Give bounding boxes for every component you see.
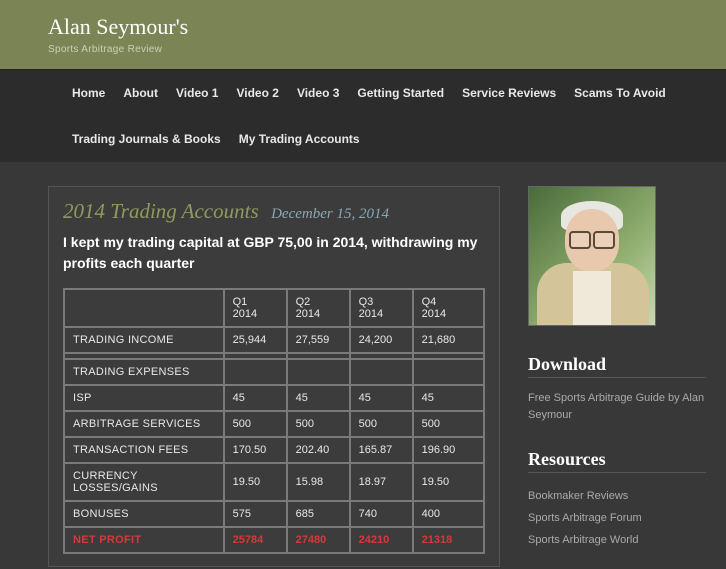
nav-link[interactable]: Home <box>72 86 105 100</box>
site-banner: Alan Seymour's Sports Arbitrage Review <box>0 0 726 70</box>
avatar <box>528 186 656 326</box>
table-cell: 24210 <box>350 527 413 553</box>
resource-link[interactable]: Bookmaker Reviews <box>528 485 706 507</box>
nav-link[interactable]: My Trading Accounts <box>239 132 360 146</box>
table-cell: 400 <box>413 501 484 527</box>
sidebar: Download Free Sports Arbitrage Guide by … <box>528 186 706 567</box>
table-cell: 196.90 <box>413 437 484 463</box>
table-cell: 21318 <box>413 527 484 553</box>
col-header: Q12014 <box>224 289 287 327</box>
resources-heading: Resources <box>528 449 706 473</box>
nav-link[interactable]: Video 2 <box>236 86 278 100</box>
table-cell: 500 <box>287 411 350 437</box>
table-cell: 21,680 <box>413 327 484 353</box>
nav-link[interactable]: Getting Started <box>357 86 444 100</box>
table-cell: 685 <box>287 501 350 527</box>
row-label: NET PROFIT <box>64 527 224 553</box>
table-cell <box>413 359 484 385</box>
table-cell: 19.50 <box>224 463 287 501</box>
table-cell: 25784 <box>224 527 287 553</box>
nav-link[interactable]: Trading Journals & Books <box>72 132 221 146</box>
row-label: BONUSES <box>64 501 224 527</box>
table-cell: 202.40 <box>287 437 350 463</box>
table-cell: 165.87 <box>350 437 413 463</box>
nav-link[interactable]: Scams To Avoid <box>574 86 666 100</box>
table-cell: 45 <box>413 385 484 411</box>
main-nav: Home About Video 1 Video 2 Video 3 Getting St… <box>0 70 726 162</box>
row-label: ISP <box>64 385 224 411</box>
col-header: Q32014 <box>350 289 413 327</box>
row-label: TRADING EXPENSES <box>64 359 224 385</box>
table-cell: 500 <box>350 411 413 437</box>
table-cell <box>224 359 287 385</box>
table-cell: 500 <box>413 411 484 437</box>
nav-list: Home About Video 1 Video 2 Video 3 Getting St… <box>72 70 726 162</box>
table-cell: 15.98 <box>287 463 350 501</box>
table-cell: 170.50 <box>224 437 287 463</box>
row-label: TRADING INCOME <box>64 327 224 353</box>
main-content: 2014 Trading Accounts December 15, 2014 … <box>48 186 500 567</box>
table-cell: 27480 <box>287 527 350 553</box>
table-cell: 45 <box>287 385 350 411</box>
row-label: TRANSACTION FEES <box>64 437 224 463</box>
nav-link[interactable]: Video 3 <box>297 86 339 100</box>
download-text[interactable]: Free Sports Arbitrage Guide by Alan Seym… <box>528 390 706 423</box>
table-cell: 45 <box>350 385 413 411</box>
download-heading: Download <box>528 354 706 378</box>
nav-link[interactable]: Video 1 <box>176 86 218 100</box>
post-intro: I kept my trading capital at GBP 75,00 i… <box>63 232 485 274</box>
row-label: CURRENCY LOSSES/GAINS <box>64 463 224 501</box>
nav-link[interactable]: Service Reviews <box>462 86 556 100</box>
resources-list: Bookmaker ReviewsSports Arbitrage ForumS… <box>528 485 706 551</box>
table-cell <box>350 359 413 385</box>
table-cell: 45 <box>224 385 287 411</box>
nav-link[interactable]: About <box>123 86 158 100</box>
accounts-table: Q12014Q22014Q32014Q42014TRADING INCOME25… <box>63 288 485 554</box>
post-date: December 15, 2014 <box>271 206 389 222</box>
col-header <box>64 289 224 327</box>
table-cell: 740 <box>350 501 413 527</box>
post-title[interactable]: 2014 Trading Accounts <box>63 199 259 223</box>
table-cell <box>287 359 350 385</box>
table-cell: 500 <box>224 411 287 437</box>
site-tagline: Sports Arbitrage Review <box>48 44 726 55</box>
row-label: ARBITRAGE SERVICES <box>64 411 224 437</box>
table-cell: 25,944 <box>224 327 287 353</box>
table-cell: 575 <box>224 501 287 527</box>
table-cell: 24,200 <box>350 327 413 353</box>
table-cell: 27,559 <box>287 327 350 353</box>
site-title[interactable]: Alan Seymour's <box>48 14 726 40</box>
table-cell: 18.97 <box>350 463 413 501</box>
resource-link[interactable]: Sports Arbitrage Forum <box>528 507 706 529</box>
col-header: Q42014 <box>413 289 484 327</box>
col-header: Q22014 <box>287 289 350 327</box>
table-cell: 19.50 <box>413 463 484 501</box>
resource-link[interactable]: Sports Arbitrage World <box>528 529 706 551</box>
